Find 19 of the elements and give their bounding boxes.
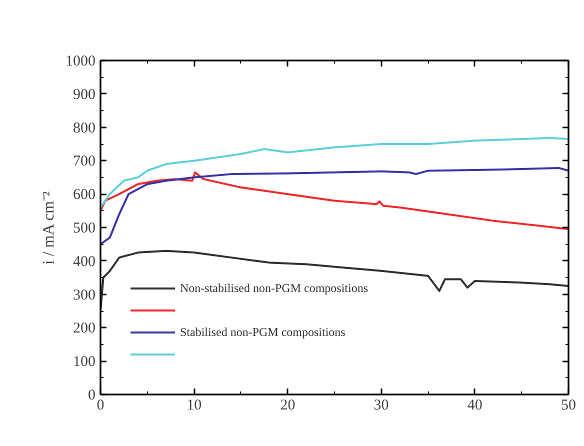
y-tick-label: 600 [73, 187, 96, 204]
x-tick-label: 40 [467, 398, 482, 414]
legend-label: Non-stabilised non-PGM compositions [180, 280, 368, 296]
y-tick-label: 1000 [66, 54, 96, 70]
y-tick-label: 800 [73, 120, 96, 136]
y-tick-label: 700 [73, 154, 96, 170]
y-tick-label: 100 [73, 354, 96, 370]
y-axis-title: i / mA cm⁻² [40, 191, 58, 265]
y-tick-label: 900 [73, 86, 96, 103]
y-tick-label: 400 [73, 254, 96, 270]
y-tick-label: 200 [73, 320, 96, 337]
y-tick-label: 0 [88, 388, 96, 404]
y-tick-label: 300 [73, 287, 96, 304]
y-tick-label: 500 [73, 220, 96, 236]
x-tick-label: 20 [280, 398, 296, 414]
x-tick-label: 30 [374, 398, 389, 414]
x-tick-label: 50 [561, 398, 576, 414]
legend-label: Stabilised non-PGM compositions [180, 324, 346, 340]
x-tick-label: 10 [186, 398, 202, 414]
